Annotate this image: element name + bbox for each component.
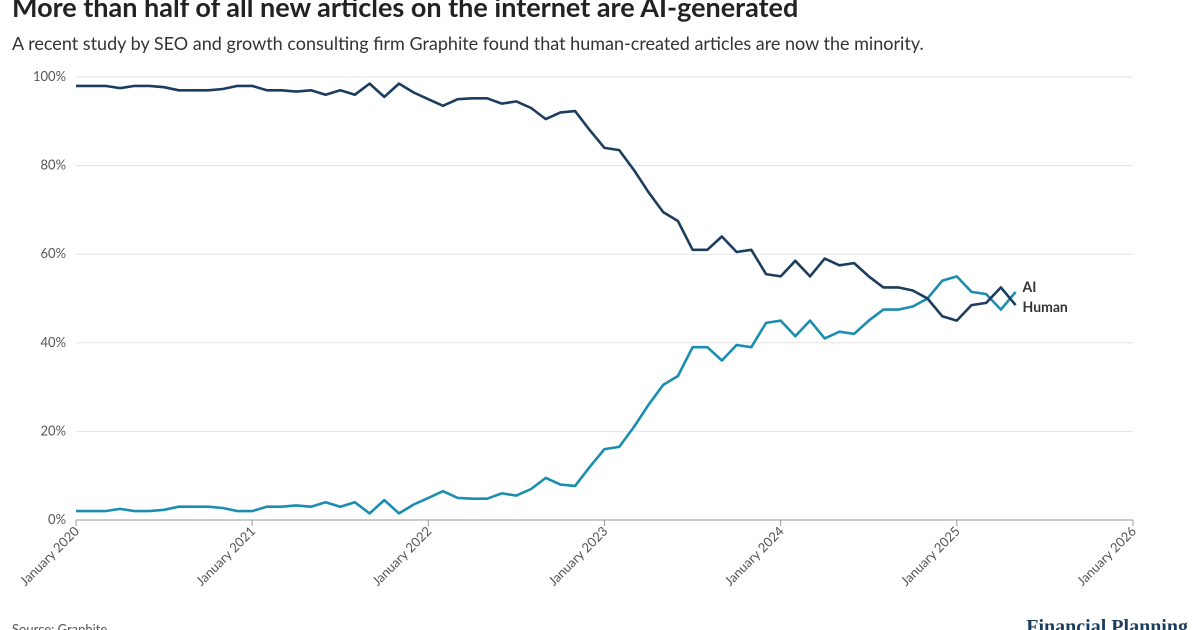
y-tick-label: 60% [41,245,67,261]
series-label: AI [1022,278,1037,295]
x-tick-label: January 2024 [721,522,787,588]
series-line [76,275,1017,515]
x-tick-label: January 2022 [369,523,435,589]
x-tick-label: January 2025 [897,523,963,589]
x-tick-label: January 2021 [192,523,258,589]
y-tick-label: 0% [48,511,66,527]
chart-title: More than half of all new articles on th… [12,0,798,23]
y-tick-label: 40% [41,334,67,350]
y-tick-label: 80% [41,157,67,173]
series-label: Human [1023,298,1068,315]
source: Source: Graphite [12,621,107,630]
x-tick-label: January 2023 [545,523,611,589]
logo: Financial Planning [1026,616,1188,630]
x-tick-label: January 2020 [16,522,82,588]
series-line [76,82,1017,322]
y-tick-label: 100% [33,68,66,84]
x-tick-label: January 2026 [1073,523,1139,589]
chart-subtitle: A recent study by SEO and growth consult… [12,32,924,54]
y-tick-label: 20% [41,422,67,438]
